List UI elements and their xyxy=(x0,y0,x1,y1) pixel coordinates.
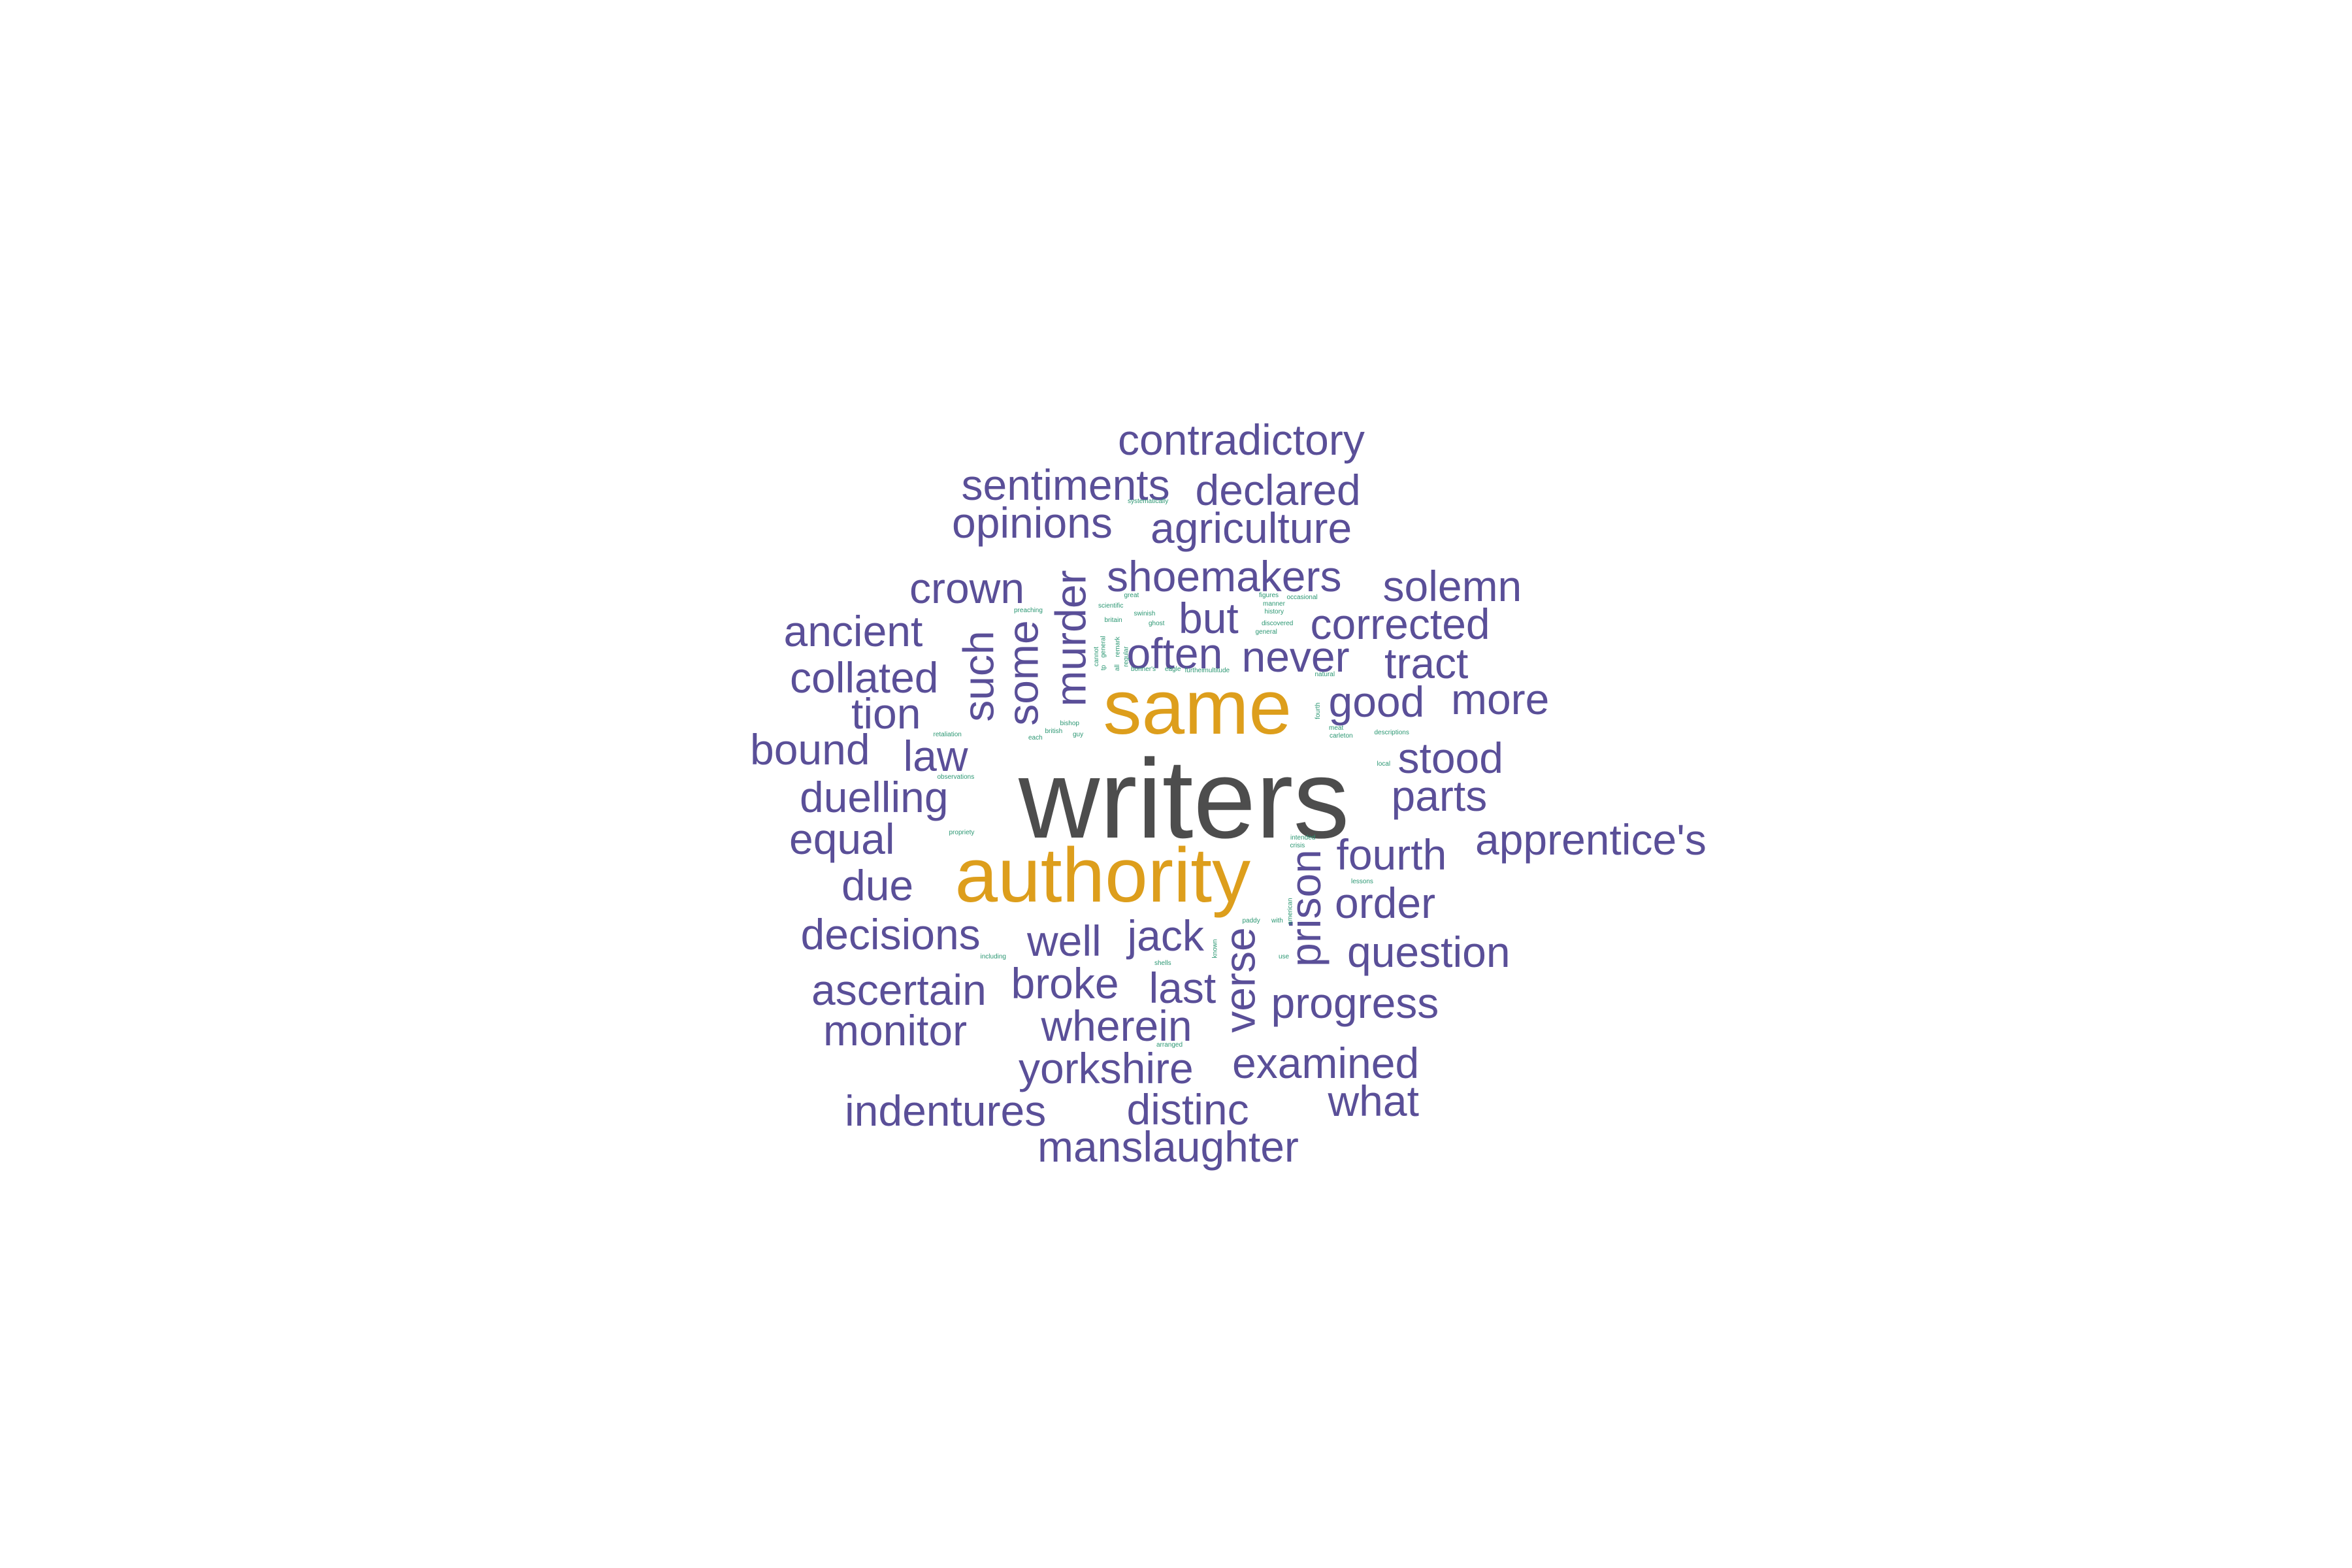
word-often: often xyxy=(1126,629,1223,678)
word-british: british xyxy=(1045,728,1063,735)
word-multitude: multitude xyxy=(1203,667,1230,674)
word-verse: verse xyxy=(1215,927,1264,1033)
word-broke: broke xyxy=(1011,959,1119,1007)
word-fourth: fourth xyxy=(1336,830,1447,879)
word-swinish: swinish xyxy=(1134,610,1156,617)
word-history: history xyxy=(1264,608,1284,615)
word-examined: examined xyxy=(1232,1039,1420,1087)
word-bonners: bonner's xyxy=(1131,666,1156,673)
word-some: some xyxy=(998,620,1047,726)
word-wherein: wherein xyxy=(1041,1002,1192,1050)
word-preaching: preaching xyxy=(1014,607,1043,614)
word-tion: tion xyxy=(851,689,921,738)
word-retaliation: retaliation xyxy=(933,731,962,738)
word-crown: crown xyxy=(909,564,1025,612)
word-great: great xyxy=(1124,592,1139,599)
word-ghost: ghost xyxy=(1149,620,1165,627)
word-shells: shells xyxy=(1154,960,1171,967)
word-decisions: decisions xyxy=(800,910,981,958)
word-well: well xyxy=(1027,917,1102,965)
word-each: each xyxy=(1028,734,1043,742)
word-general-v: general xyxy=(1100,636,1107,658)
word-progress: progress xyxy=(1271,979,1439,1027)
word-all: all xyxy=(1114,664,1122,672)
word-monitor: monitor xyxy=(823,1006,968,1054)
word-contradictory: contradictory xyxy=(1118,416,1365,464)
word-carleton: carleton xyxy=(1330,732,1353,740)
word-known: known xyxy=(1211,939,1218,958)
word-intended: intended xyxy=(1290,834,1316,841)
word-yorkshire: yorkshire xyxy=(1019,1044,1194,1092)
word-jack: jack xyxy=(1127,911,1204,960)
word-good: good xyxy=(1328,678,1425,726)
word-same: same xyxy=(1103,664,1292,751)
word-ascertain: ascertain xyxy=(811,966,987,1014)
word-manner: manner xyxy=(1263,600,1285,608)
word-distinc: distinc xyxy=(1126,1085,1249,1134)
word-descriptions: descriptions xyxy=(1374,729,1409,736)
word-general: general xyxy=(1255,629,1277,636)
word-occasional: occasional xyxy=(1286,594,1318,601)
word-manslaughter: manslaughter xyxy=(1037,1122,1299,1171)
word-more: more xyxy=(1451,675,1550,723)
word-use: use xyxy=(1279,953,1290,960)
word-indentures: indentures xyxy=(845,1086,1047,1135)
word-corrected: corrected xyxy=(1310,600,1490,648)
word-further: further xyxy=(1184,667,1204,674)
word-law: law xyxy=(903,732,968,780)
word-what: what xyxy=(1328,1077,1419,1125)
word-american: american xyxy=(1286,898,1294,925)
word-duelling: duelling xyxy=(800,773,949,821)
word-such: such xyxy=(954,630,1003,722)
word-fourth-small: fourth xyxy=(1314,702,1322,719)
word-britain: britain xyxy=(1104,617,1122,624)
word-last: last xyxy=(1149,964,1217,1012)
word-apprentice: apprentice's xyxy=(1475,815,1707,864)
word-tp: tp xyxy=(1100,664,1108,671)
word-ancient: ancient xyxy=(783,607,923,655)
word-murder: murder xyxy=(1046,570,1095,707)
word-guy: guy xyxy=(1073,731,1084,738)
word-including: including xyxy=(980,953,1006,960)
word-stood: stood xyxy=(1397,734,1503,782)
word-collated: collated xyxy=(790,653,939,702)
word-shoemakers: shoemakers xyxy=(1107,552,1342,600)
word-meat: meat xyxy=(1329,725,1344,732)
word-agriculture: agriculture xyxy=(1151,504,1352,552)
word-order: order xyxy=(1335,879,1436,927)
word-lessons: lessons xyxy=(1351,878,1373,885)
word-natural: natural xyxy=(1315,671,1335,678)
word-remark: remark xyxy=(1114,636,1122,657)
word-regular: regular xyxy=(1122,646,1130,667)
word-paddy: paddy xyxy=(1242,917,1260,924)
word-arranged: arranged xyxy=(1156,1041,1183,1049)
word-tract: tract xyxy=(1384,639,1469,687)
word-figures: figures xyxy=(1259,592,1279,599)
word-discovered: discovered xyxy=(1262,620,1294,627)
word-systematically: systematically xyxy=(1128,498,1169,505)
word-parts: parts xyxy=(1391,772,1488,820)
word-scientific: scientific xyxy=(1098,602,1124,610)
word-local: local xyxy=(1377,760,1391,768)
word-with: with xyxy=(1271,917,1283,924)
word-question: question xyxy=(1347,928,1511,976)
word-writers: writers xyxy=(1019,736,1350,862)
word-cannot: cannot xyxy=(1093,646,1101,667)
word-bound: bound xyxy=(750,725,870,774)
word-declared: declared xyxy=(1195,466,1361,514)
word-bishop: bishop xyxy=(1060,720,1079,727)
word-sentiments: sentiments xyxy=(961,461,1170,509)
word-eagle: eagle xyxy=(1165,666,1181,673)
word-propriety: propriety xyxy=(949,829,975,836)
word-observations: observations xyxy=(937,774,975,781)
word-opinions: opinions xyxy=(952,498,1113,547)
word-authority: authority xyxy=(955,832,1251,919)
word-equal: equal xyxy=(789,815,895,863)
word-never: never xyxy=(1241,632,1350,681)
word-crisis: crisis xyxy=(1290,842,1305,849)
word-due: due xyxy=(841,861,914,909)
word-solemn: solemn xyxy=(1382,562,1522,610)
word-but: but xyxy=(1179,594,1239,642)
